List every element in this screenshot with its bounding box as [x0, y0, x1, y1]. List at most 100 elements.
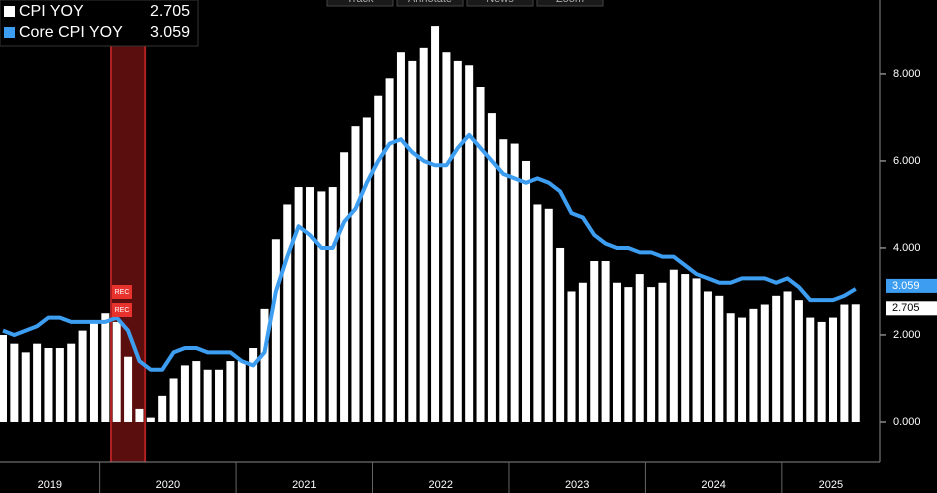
legend-swatch — [4, 27, 15, 38]
x-tick-label: 2022 — [429, 479, 453, 491]
y-tick-label: 0.000 — [893, 416, 921, 428]
bar — [556, 247, 565, 422]
y-tick-label: 6.000 — [893, 155, 921, 167]
bar — [692, 278, 701, 422]
bar — [226, 361, 235, 422]
bar — [510, 143, 519, 422]
last-value-label: 3.059 — [892, 280, 920, 292]
toolbar-label[interactable]: Annotate — [408, 0, 452, 5]
legend-value: 3.059 — [150, 24, 190, 41]
bar — [33, 343, 42, 422]
bar — [89, 321, 98, 422]
legend-swatch — [4, 6, 15, 17]
bar — [362, 117, 371, 422]
toolbar-button[interactable] — [326, 0, 394, 7]
toolbar-label[interactable]: News — [486, 0, 514, 5]
bar — [192, 361, 201, 422]
last-value-label: 2.705 — [892, 302, 920, 314]
bar — [829, 317, 838, 422]
y-tick-label: 2.000 — [893, 329, 921, 341]
bar — [44, 348, 53, 422]
bar — [385, 78, 394, 422]
bar — [215, 369, 224, 422]
bar — [533, 204, 542, 422]
recession-marker-box — [112, 285, 133, 299]
recession-label: REC — [115, 289, 130, 296]
bar — [203, 369, 212, 422]
bar — [806, 317, 815, 422]
bar — [146, 417, 155, 422]
bar — [726, 313, 735, 422]
recession-marker: REC — [112, 285, 133, 299]
bar — [396, 52, 405, 422]
legend-value: 2.705 — [150, 3, 190, 20]
x-tick-label: 2021 — [292, 479, 316, 491]
bar — [169, 378, 178, 422]
bar — [738, 317, 747, 422]
recession-marker: REC — [112, 303, 133, 317]
bar — [283, 204, 292, 422]
bar — [590, 261, 599, 422]
bar — [715, 295, 724, 422]
bar — [624, 287, 633, 422]
bar — [124, 356, 133, 422]
bar — [783, 291, 792, 422]
bar — [351, 126, 360, 422]
x-tick-label: 2023 — [565, 479, 589, 491]
bar — [544, 208, 553, 422]
recession-label: REC — [115, 307, 130, 314]
bar — [271, 239, 280, 422]
toolbar-label[interactable]: Track — [346, 0, 374, 5]
bar — [578, 282, 587, 422]
bar — [135, 408, 144, 422]
line — [2, 132, 857, 372]
bar — [374, 95, 383, 422]
toolbar-button[interactable] — [396, 0, 464, 7]
bar — [658, 282, 667, 422]
bar — [703, 291, 712, 422]
bar — [328, 187, 337, 422]
bar — [612, 282, 621, 422]
legend-label: Core CPI YOY — [19, 24, 123, 41]
bar — [749, 308, 758, 422]
last-value-box — [886, 278, 937, 293]
y-tick-label: 4.000 — [893, 242, 921, 254]
bar — [851, 304, 860, 422]
bar — [635, 274, 644, 422]
bar — [237, 361, 246, 422]
legend-box — [0, 0, 199, 47]
bar — [487, 113, 496, 422]
bar — [21, 352, 30, 422]
bar — [112, 321, 121, 422]
x-tick-label: 2019 — [38, 479, 62, 491]
bar — [249, 348, 258, 422]
bar — [442, 52, 451, 422]
bar — [55, 348, 64, 422]
bar — [840, 304, 849, 422]
bar — [67, 343, 76, 422]
x-tick-label: 2025 — [819, 479, 843, 491]
bar — [408, 60, 417, 422]
legend-label: CPI YOY — [19, 3, 84, 20]
bar — [78, 330, 87, 422]
y-tick-label: 8.000 — [893, 68, 921, 80]
recession-marker-box — [112, 303, 133, 317]
toolbar-button[interactable] — [536, 0, 604, 7]
bar — [760, 304, 769, 422]
bar — [601, 261, 610, 422]
bar — [669, 269, 678, 422]
x-tick-label: 2024 — [701, 479, 725, 491]
bar — [10, 343, 19, 422]
bar — [681, 274, 690, 422]
bar — [522, 160, 531, 422]
toolbar-button[interactable] — [466, 0, 534, 7]
last-value-box — [886, 301, 937, 316]
bar — [647, 287, 656, 422]
bar — [817, 321, 826, 422]
bar — [453, 60, 462, 422]
bar — [340, 152, 349, 422]
bar — [305, 187, 314, 422]
bar — [419, 47, 428, 422]
toolbar-label[interactable]: Zoom — [556, 0, 584, 5]
